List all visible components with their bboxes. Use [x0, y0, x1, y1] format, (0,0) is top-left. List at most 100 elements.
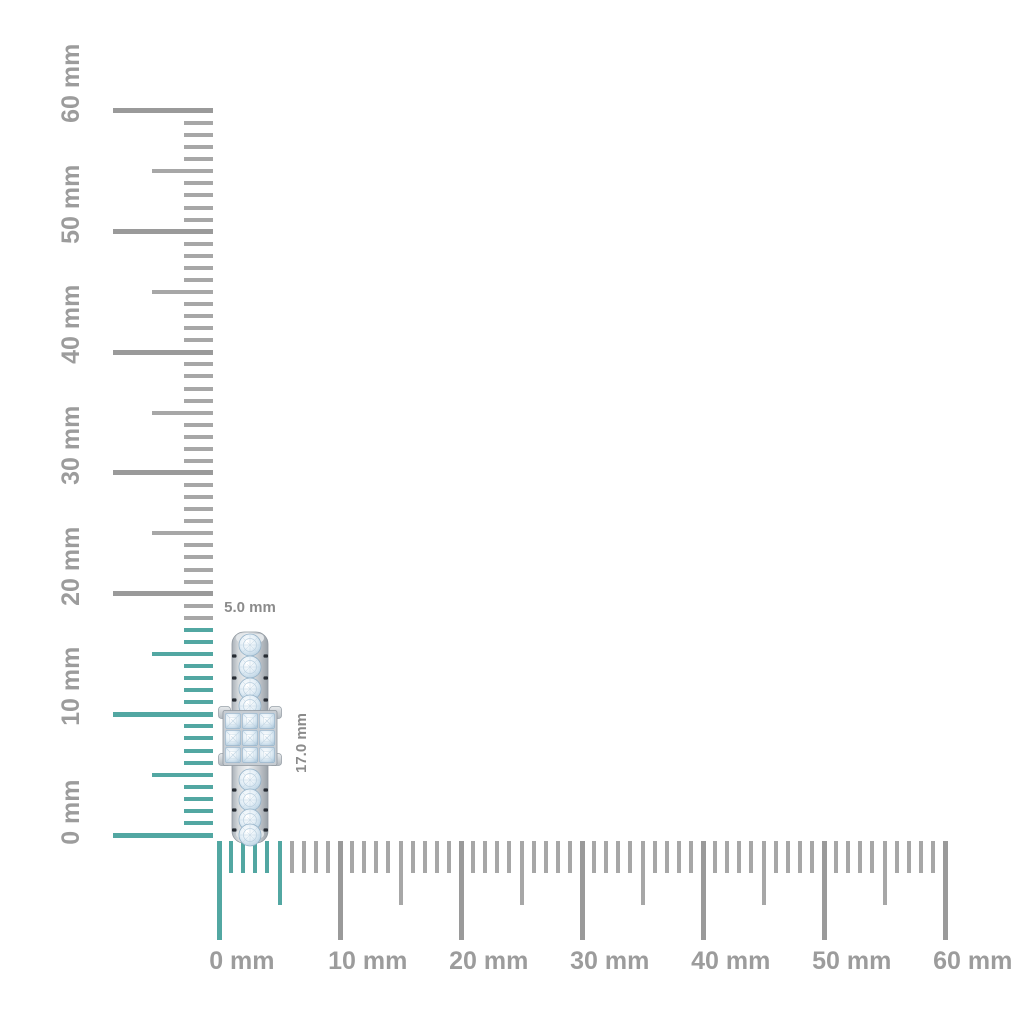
h-ruler-tick-17mm	[422, 841, 427, 873]
v-ruler-tick-1mm	[184, 820, 213, 825]
h-ruler-tick-29mm	[567, 841, 572, 873]
h-ruler-tick-24mm	[507, 841, 512, 873]
h-ruler-tick-25mm	[519, 841, 524, 905]
h-ruler-tick-51mm	[834, 841, 839, 873]
v-ruler-tick-30mm	[113, 470, 213, 476]
v-ruler-tick-56mm	[184, 157, 213, 162]
h-ruler-tick-42mm	[725, 841, 730, 873]
v-ruler-tick-16mm	[184, 639, 213, 644]
h-ruler-tick-13mm	[374, 841, 379, 873]
v-ruler-tick-38mm	[184, 374, 213, 379]
h-ruler-label-30mm: 30 mm	[570, 947, 650, 975]
h-ruler-tick-7mm	[301, 841, 306, 873]
v-ruler-tick-26mm	[184, 519, 213, 524]
v-ruler-tick-36mm	[184, 398, 213, 403]
h-ruler-tick-9mm	[325, 841, 330, 873]
v-ruler-tick-54mm	[184, 181, 213, 186]
h-ruler-tick-6mm	[289, 841, 294, 873]
h-ruler-tick-11mm	[350, 841, 355, 873]
width-dimension-label: 5.0 mm	[224, 599, 276, 616]
h-ruler-tick-4mm	[265, 841, 270, 873]
h-ruler-tick-47mm	[785, 841, 790, 873]
v-ruler-tick-17mm	[184, 627, 213, 632]
h-ruler-tick-19mm	[446, 841, 451, 873]
h-ruler-tick-48mm	[797, 841, 802, 873]
h-ruler-tick-12mm	[362, 841, 367, 873]
v-ruler-tick-50mm	[113, 229, 213, 235]
v-ruler-tick-43mm	[184, 314, 213, 319]
v-ruler-tick-59mm	[184, 121, 213, 126]
h-ruler-tick-60mm	[942, 841, 948, 940]
v-ruler-tick-11mm	[184, 700, 213, 705]
h-ruler-tick-49mm	[809, 841, 814, 873]
h-ruler-tick-40mm	[700, 841, 706, 940]
h-ruler-tick-50mm	[821, 841, 827, 940]
v-ruler-tick-0mm	[113, 832, 213, 838]
v-ruler-tick-25mm	[152, 531, 213, 536]
h-ruler-tick-54mm	[870, 841, 875, 873]
h-ruler-tick-15mm	[398, 841, 403, 905]
v-ruler-label-20mm: 20 mm	[57, 526, 85, 606]
v-ruler-tick-19mm	[184, 603, 213, 608]
h-ruler-tick-23mm	[495, 841, 500, 873]
v-ruler-tick-46mm	[184, 277, 213, 282]
h-ruler-tick-27mm	[543, 841, 548, 873]
h-ruler-tick-31mm	[592, 841, 597, 873]
h-ruler-tick-21mm	[471, 841, 476, 873]
v-ruler-tick-23mm	[184, 555, 213, 560]
v-ruler-label-10mm: 10 mm	[57, 646, 85, 727]
h-ruler-tick-16mm	[410, 841, 415, 873]
h-ruler-tick-37mm	[664, 841, 669, 873]
v-ruler-label-40mm: 40 mm	[57, 284, 85, 365]
v-ruler-tick-52mm	[184, 205, 213, 210]
h-ruler-tick-20mm	[458, 841, 464, 940]
h-ruler-tick-44mm	[749, 841, 754, 873]
v-ruler-tick-39mm	[184, 362, 213, 367]
v-ruler-tick-29mm	[184, 483, 213, 488]
ring-head	[218, 706, 282, 766]
v-ruler-tick-55mm	[152, 169, 213, 174]
v-ruler-tick-35mm	[152, 410, 213, 415]
h-ruler-tick-36mm	[652, 841, 657, 873]
h-ruler-tick-3mm	[253, 841, 258, 873]
h-ruler-tick-53mm	[858, 841, 863, 873]
v-ruler-tick-28mm	[184, 495, 213, 500]
v-ruler-tick-2mm	[184, 808, 213, 813]
v-ruler-tick-8mm	[184, 736, 213, 741]
v-ruler-tick-60mm	[113, 108, 213, 114]
h-ruler-label-20mm: 20 mm	[449, 947, 529, 975]
v-ruler-tick-27mm	[184, 507, 213, 512]
h-ruler-tick-52mm	[846, 841, 851, 873]
v-ruler-tick-37mm	[184, 386, 213, 391]
v-ruler-tick-5mm	[152, 772, 213, 777]
h-ruler-tick-5mm	[277, 841, 282, 905]
jewelry-item-image	[215, 624, 285, 848]
h-ruler-label-60mm: 60 mm	[933, 947, 1013, 975]
v-ruler-tick-4mm	[184, 784, 213, 789]
h-ruler-tick-32mm	[604, 841, 609, 873]
v-ruler-tick-9mm	[184, 724, 213, 729]
v-ruler-tick-3mm	[184, 796, 213, 801]
h-ruler-tick-0mm	[216, 841, 222, 940]
h-ruler-tick-26mm	[531, 841, 536, 873]
v-ruler-tick-47mm	[184, 265, 213, 270]
h-ruler-tick-8mm	[313, 841, 318, 873]
h-ruler-tick-58mm	[918, 841, 923, 873]
v-ruler-tick-24mm	[184, 543, 213, 548]
v-ruler-tick-57mm	[184, 145, 213, 150]
v-ruler-tick-15mm	[152, 651, 213, 656]
v-ruler-tick-6mm	[184, 760, 213, 765]
h-ruler-tick-30mm	[579, 841, 585, 940]
v-ruler-tick-44mm	[184, 302, 213, 307]
v-ruler-tick-48mm	[184, 253, 213, 258]
h-ruler-tick-28mm	[555, 841, 560, 873]
h-ruler-label-50mm: 50 mm	[812, 947, 892, 975]
h-ruler-tick-2mm	[241, 841, 246, 873]
h-ruler-tick-35mm	[640, 841, 645, 905]
v-ruler-tick-7mm	[184, 748, 213, 753]
h-ruler-tick-59mm	[930, 841, 935, 873]
h-ruler-tick-39mm	[688, 841, 693, 873]
v-ruler-tick-10mm	[113, 711, 213, 717]
diamond-ring-graphic	[218, 631, 282, 847]
h-ruler-tick-33mm	[616, 841, 621, 873]
